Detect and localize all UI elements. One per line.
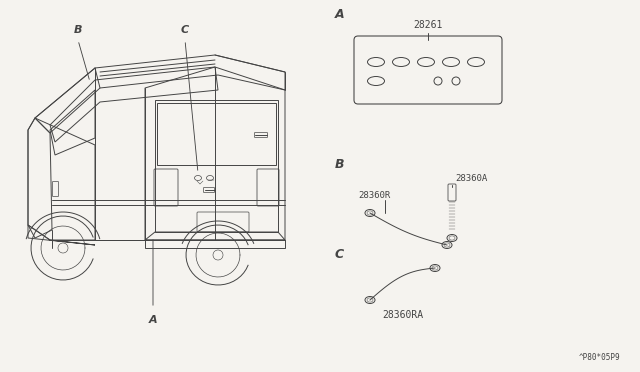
Text: ^P80*05P9: ^P80*05P9 <box>579 353 620 362</box>
Text: 28360A: 28360A <box>455 174 487 183</box>
Text: A: A <box>335 8 344 21</box>
Text: 28360R: 28360R <box>358 191 390 200</box>
Text: 28360RA: 28360RA <box>382 310 423 320</box>
Text: A: A <box>148 315 157 325</box>
Text: 28261: 28261 <box>413 20 443 30</box>
Text: C: C <box>181 25 189 35</box>
Text: C: C <box>335 248 344 261</box>
Text: B: B <box>335 158 344 171</box>
Text: B: B <box>74 25 83 35</box>
